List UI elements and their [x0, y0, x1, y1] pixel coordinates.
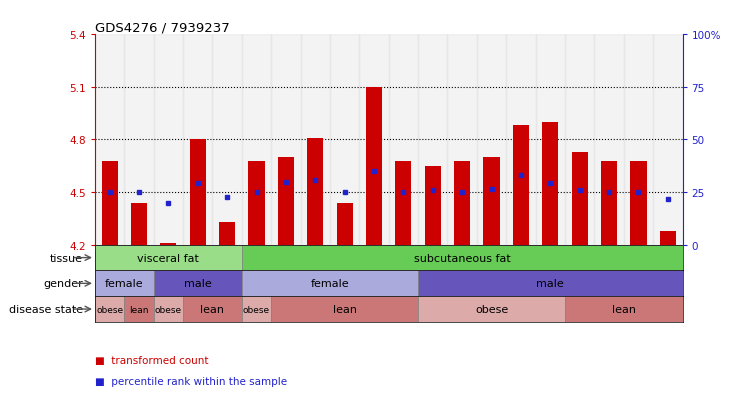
Text: obese: obese: [243, 305, 270, 314]
Bar: [631, 161, 647, 245]
Text: GDS4276 / 7939237: GDS4276 / 7939237: [95, 21, 230, 34]
Bar: [242, 271, 418, 297]
Bar: [337, 203, 353, 245]
Bar: [565, 35, 594, 245]
Bar: [536, 35, 565, 245]
Bar: [95, 271, 154, 297]
Text: lean: lean: [201, 304, 224, 314]
Text: male: male: [537, 279, 564, 289]
Bar: [301, 35, 330, 245]
Bar: [124, 297, 154, 322]
Bar: [272, 35, 301, 245]
Bar: [183, 35, 212, 245]
Bar: [124, 35, 154, 245]
Text: ■  transformed count: ■ transformed count: [95, 356, 208, 366]
Bar: [330, 35, 359, 245]
Bar: [513, 126, 529, 245]
Bar: [272, 297, 418, 322]
Bar: [572, 152, 588, 245]
Bar: [624, 35, 653, 245]
Text: disease state: disease state: [9, 304, 83, 314]
Bar: [418, 297, 565, 322]
Bar: [242, 35, 272, 245]
Text: visceral fat: visceral fat: [137, 253, 199, 263]
Text: obese: obese: [96, 305, 123, 314]
Bar: [101, 161, 118, 245]
Bar: [242, 245, 683, 271]
Bar: [447, 35, 477, 245]
Text: male: male: [184, 279, 212, 289]
Bar: [154, 271, 242, 297]
Bar: [248, 161, 264, 245]
Bar: [242, 297, 272, 322]
Text: gender: gender: [43, 279, 83, 289]
Bar: [183, 297, 242, 322]
Bar: [161, 243, 177, 245]
Bar: [396, 161, 412, 245]
Bar: [190, 140, 206, 245]
Bar: [307, 138, 323, 245]
Bar: [366, 88, 382, 245]
Bar: [154, 35, 183, 245]
Bar: [477, 35, 507, 245]
Text: female: female: [105, 279, 144, 289]
Bar: [660, 231, 676, 245]
Bar: [389, 35, 418, 245]
Bar: [278, 158, 294, 245]
Text: obese: obese: [475, 304, 508, 314]
Text: ■  percentile rank within the sample: ■ percentile rank within the sample: [95, 376, 287, 386]
Bar: [507, 35, 536, 245]
Bar: [95, 297, 124, 322]
Bar: [418, 271, 683, 297]
Text: tissue: tissue: [50, 253, 83, 263]
Bar: [359, 35, 389, 245]
Bar: [131, 203, 147, 245]
Bar: [425, 166, 441, 245]
Text: lean: lean: [333, 304, 357, 314]
Bar: [95, 35, 124, 245]
Text: lean: lean: [612, 304, 636, 314]
Bar: [565, 297, 683, 322]
Bar: [154, 297, 183, 322]
Bar: [454, 161, 470, 245]
Bar: [542, 123, 558, 245]
Bar: [219, 222, 235, 245]
Bar: [601, 161, 617, 245]
Text: subcutaneous fat: subcutaneous fat: [414, 253, 510, 263]
Bar: [483, 158, 499, 245]
Bar: [653, 35, 683, 245]
Bar: [594, 35, 624, 245]
Bar: [212, 35, 242, 245]
Text: lean: lean: [129, 305, 149, 314]
Text: female: female: [311, 279, 349, 289]
Text: obese: obese: [155, 305, 182, 314]
Bar: [95, 245, 242, 271]
Bar: [418, 35, 447, 245]
